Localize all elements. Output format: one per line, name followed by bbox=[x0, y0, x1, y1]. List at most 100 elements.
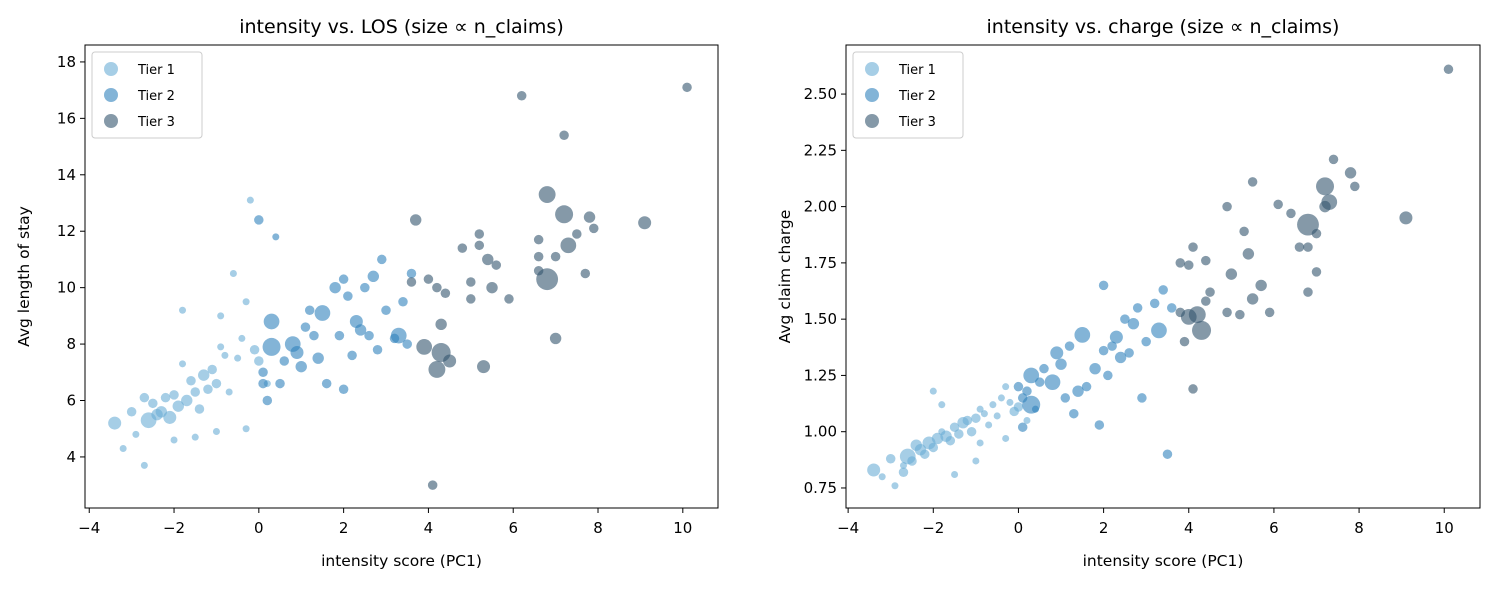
point bbox=[1222, 201, 1232, 212]
point bbox=[139, 392, 150, 403]
point bbox=[1103, 370, 1113, 381]
point bbox=[920, 449, 930, 459]
point bbox=[1044, 374, 1061, 391]
x-tick-label: 6 bbox=[508, 519, 518, 537]
legend-label: Tier 2 bbox=[898, 89, 936, 104]
point bbox=[254, 215, 264, 225]
y-tick-label: 12 bbox=[57, 222, 76, 240]
point bbox=[1239, 226, 1249, 237]
point bbox=[589, 223, 599, 234]
point bbox=[1192, 320, 1212, 340]
point bbox=[1064, 341, 1075, 351]
point bbox=[907, 456, 917, 466]
x-tick-label: 10 bbox=[673, 519, 692, 537]
y-tick-label: 16 bbox=[57, 109, 76, 127]
point bbox=[381, 305, 391, 315]
point bbox=[538, 186, 556, 203]
point bbox=[1109, 330, 1123, 344]
point bbox=[560, 237, 577, 254]
point bbox=[976, 439, 984, 447]
point bbox=[954, 429, 964, 439]
point bbox=[1255, 279, 1267, 292]
point bbox=[1141, 336, 1151, 347]
point bbox=[329, 281, 341, 294]
point bbox=[533, 265, 544, 276]
x-tick-label: 8 bbox=[593, 519, 603, 537]
y-tick-label: 8 bbox=[66, 335, 76, 353]
point bbox=[1013, 381, 1024, 392]
point bbox=[1205, 287, 1215, 297]
point bbox=[1137, 393, 1147, 403]
point bbox=[580, 268, 591, 279]
point bbox=[398, 297, 408, 307]
y-tick-label: 2.50 bbox=[804, 85, 837, 103]
point bbox=[972, 457, 980, 465]
point bbox=[428, 361, 446, 378]
point bbox=[263, 313, 280, 330]
point bbox=[1127, 317, 1140, 330]
subplot: intensity vs. LOS (size ∝ n_claims)inten… bbox=[15, 16, 719, 570]
point bbox=[354, 324, 367, 336]
y-tick-label: 1.75 bbox=[804, 254, 837, 272]
point bbox=[191, 433, 199, 441]
x-axis-label: intensity score (PC1) bbox=[321, 552, 482, 570]
point bbox=[1235, 309, 1245, 320]
point bbox=[416, 339, 433, 355]
point bbox=[682, 82, 692, 93]
points bbox=[108, 82, 692, 490]
point bbox=[217, 312, 225, 320]
point bbox=[466, 277, 476, 287]
point bbox=[929, 387, 937, 395]
point bbox=[163, 410, 177, 424]
point bbox=[1303, 287, 1313, 297]
y-tick-label: 1.50 bbox=[804, 310, 837, 328]
point bbox=[198, 369, 210, 381]
point bbox=[423, 274, 434, 284]
x-tick-label: −2 bbox=[922, 519, 944, 537]
point bbox=[427, 480, 438, 490]
legend-label: Tier 1 bbox=[137, 63, 175, 78]
point bbox=[949, 422, 960, 432]
point bbox=[1132, 303, 1143, 313]
point bbox=[1184, 260, 1194, 270]
point bbox=[1089, 362, 1101, 375]
x-tick-label: 4 bbox=[424, 519, 434, 537]
point bbox=[1201, 255, 1211, 266]
point bbox=[295, 360, 307, 373]
point bbox=[1286, 208, 1296, 219]
point bbox=[474, 240, 485, 251]
x-tick-label: 2 bbox=[1099, 519, 1109, 537]
point bbox=[207, 364, 217, 375]
legend-marker bbox=[865, 62, 879, 76]
point bbox=[1247, 177, 1258, 187]
point bbox=[172, 400, 184, 412]
point bbox=[1158, 285, 1168, 295]
point bbox=[938, 401, 946, 409]
point bbox=[377, 254, 387, 265]
point bbox=[304, 305, 315, 315]
legend-marker bbox=[104, 62, 118, 76]
x-tick-label: 0 bbox=[254, 519, 264, 537]
point bbox=[1399, 211, 1413, 225]
point bbox=[504, 294, 514, 304]
point bbox=[211, 378, 222, 389]
point bbox=[1006, 398, 1014, 406]
point bbox=[229, 270, 237, 278]
point bbox=[898, 467, 909, 477]
point bbox=[119, 444, 127, 452]
point bbox=[491, 260, 502, 270]
x-tick-label: 4 bbox=[1184, 519, 1194, 537]
point bbox=[258, 367, 268, 378]
point bbox=[945, 435, 956, 446]
x-tick-label: 0 bbox=[1014, 519, 1024, 537]
x-tick-label: 2 bbox=[339, 519, 349, 537]
point bbox=[1023, 367, 1040, 384]
point bbox=[190, 387, 200, 397]
legend-label: Tier 3 bbox=[137, 115, 175, 130]
point bbox=[891, 482, 899, 490]
point bbox=[338, 384, 349, 394]
y-tick-label: 4 bbox=[66, 448, 76, 466]
point bbox=[1050, 346, 1064, 360]
point bbox=[1022, 386, 1032, 396]
